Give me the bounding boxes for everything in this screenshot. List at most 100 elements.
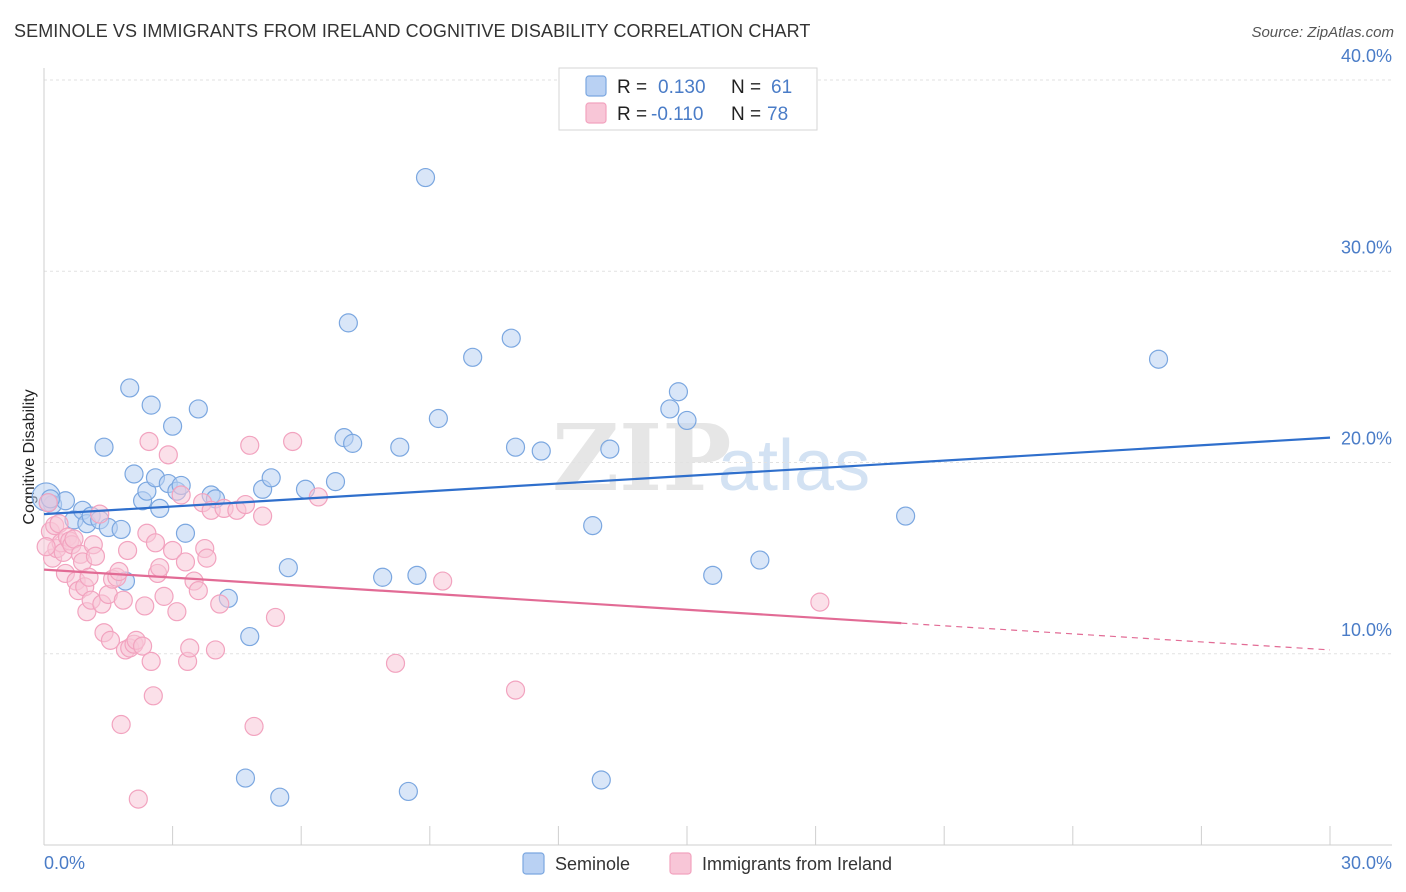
point-ireland <box>210 594 230 614</box>
point-seminole <box>124 464 144 484</box>
point-ireland <box>505 680 526 700</box>
point-seminole <box>1148 349 1169 369</box>
legend-n-label-ireland: N = <box>731 104 761 125</box>
legend-r-label-ireland: R = <box>617 104 647 125</box>
point-seminole <box>750 550 770 570</box>
point-seminole <box>501 328 521 348</box>
chart-source: Source: ZipAtlas.com <box>1251 24 1394 41</box>
point-seminole <box>531 441 551 461</box>
trend-line-ireland-extrapolated <box>901 622 1331 651</box>
point-seminole <box>261 468 281 488</box>
y-tick-labels: 10.0% 20.0% 30.0% 40.0% <box>1341 46 1392 640</box>
x-ticks <box>43 826 1331 845</box>
point-ireland <box>235 494 256 515</box>
point-seminole <box>278 558 298 578</box>
legend-r-value-ireland: -0.110 <box>651 104 703 125</box>
point-ireland <box>175 552 196 572</box>
point-ireland <box>283 431 303 452</box>
legend-n-value-ireland: 78 <box>767 104 788 125</box>
point-ireland <box>197 548 217 568</box>
trend-lines <box>43 436 1331 651</box>
point-seminole <box>703 565 723 585</box>
point-seminole <box>415 167 436 188</box>
trend-line-seminole <box>43 436 1331 516</box>
y-tick-label: 40.0% <box>1341 46 1392 66</box>
point-seminole <box>137 481 157 501</box>
point-seminole <box>325 472 346 492</box>
trend-line-ireland <box>43 568 902 625</box>
series-legend-label-ireland: Immigrants from Ireland <box>702 854 892 874</box>
point-ireland <box>154 586 174 606</box>
watermark: ZIP atlas <box>552 404 870 512</box>
point-ireland <box>109 561 129 582</box>
point-ireland <box>240 435 260 455</box>
point-seminole <box>94 437 114 457</box>
point-seminole <box>428 408 448 429</box>
legend-swatch-seminole <box>585 75 607 97</box>
point-seminole <box>163 416 183 436</box>
legend-swatch-ireland <box>585 102 607 124</box>
chart-title: SEMINOLE VS IMMIGRANTS FROM IRELAND COGN… <box>14 21 811 41</box>
legend-n-label-seminole: N = <box>731 77 761 98</box>
point-ireland <box>111 714 131 735</box>
point-ireland <box>244 716 264 737</box>
point-ireland <box>167 602 187 622</box>
point-seminole <box>270 787 290 807</box>
point-seminole <box>111 519 131 540</box>
point-ireland <box>141 651 161 672</box>
stats-legend: R = 0.130 N = 61 R = -0.110 N = 78 <box>558 67 818 131</box>
point-ireland <box>145 533 166 553</box>
point-seminole <box>660 399 680 419</box>
point-seminole <box>373 567 393 587</box>
point-seminole <box>591 770 611 790</box>
point-ireland <box>385 653 406 673</box>
data-points <box>31 167 1169 809</box>
legend-r-value-seminole: 0.130 <box>658 77 706 98</box>
series-legend-label-seminole: Seminole <box>555 854 630 874</box>
point-seminole <box>338 313 358 333</box>
point-ireland <box>188 581 208 601</box>
point-ireland <box>117 540 138 561</box>
point-ireland <box>139 431 159 452</box>
point-ireland <box>433 571 453 591</box>
legend-r-label-seminole: R = <box>617 77 647 98</box>
y-tick-label: 10.0% <box>1341 620 1392 640</box>
legend-n-value-seminole: 61 <box>771 77 792 98</box>
point-ireland <box>163 540 183 561</box>
point-ireland <box>128 789 148 809</box>
point-seminole <box>463 347 483 367</box>
y-tick-label: 20.0% <box>1341 429 1392 449</box>
point-ireland <box>113 590 133 610</box>
point-seminole <box>235 768 256 788</box>
point-seminole <box>505 437 526 457</box>
x-tick-label-min: 0.0% <box>44 853 85 873</box>
point-seminole <box>583 516 603 536</box>
point-ireland <box>143 686 163 706</box>
point-seminole <box>668 382 689 402</box>
series-legend-swatch-seminole <box>522 852 545 875</box>
point-seminole <box>398 781 418 802</box>
x-tick-label-max: 30.0% <box>1341 853 1392 873</box>
point-ireland <box>810 592 830 612</box>
point-ireland <box>205 640 226 660</box>
point-ireland <box>158 445 178 465</box>
point-ireland <box>90 504 110 524</box>
point-ireland <box>132 636 153 656</box>
point-seminole <box>120 378 140 398</box>
watermark-zip: ZIP <box>552 404 731 512</box>
point-ireland <box>171 485 191 505</box>
point-ireland <box>49 514 69 534</box>
point-seminole <box>343 433 363 453</box>
point-ireland <box>36 537 56 557</box>
point-seminole <box>390 437 410 457</box>
point-ireland <box>38 493 58 513</box>
point-seminole <box>896 506 916 526</box>
point-ireland <box>253 506 273 526</box>
point-ireland <box>85 546 106 566</box>
point-seminole <box>141 395 161 415</box>
point-seminole <box>188 399 208 419</box>
series-legend-swatch-ireland <box>669 852 692 875</box>
point-ireland <box>265 607 286 628</box>
series-legend: Seminole Immigrants from Ireland <box>522 852 892 875</box>
